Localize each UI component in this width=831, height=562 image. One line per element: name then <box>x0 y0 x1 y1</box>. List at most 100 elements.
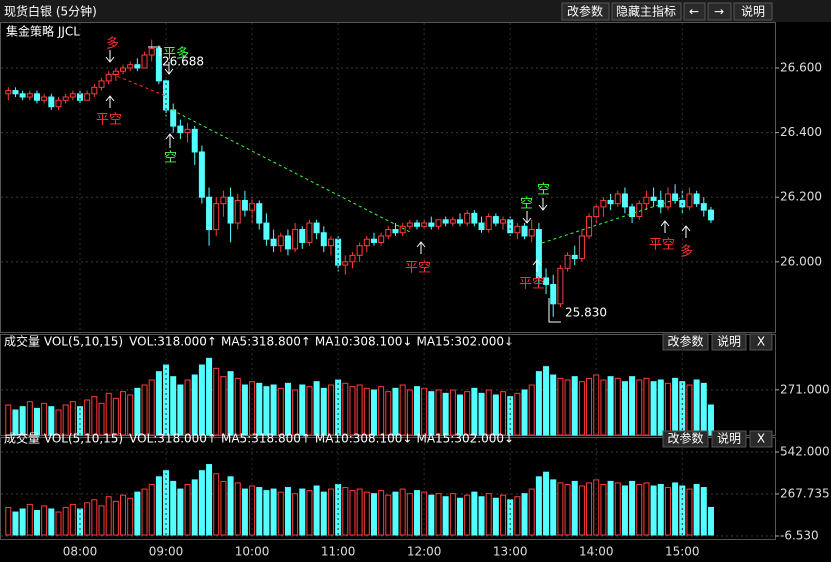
volume-bar <box>707 404 714 436</box>
candle-body <box>349 254 356 263</box>
volume-bar <box>284 382 291 436</box>
button-bg[interactable] <box>707 2 732 21</box>
volume-bar <box>26 401 33 436</box>
volume-bar <box>292 493 299 536</box>
volume-bar <box>55 511 62 536</box>
volume-bar <box>578 381 585 436</box>
button[interactable]: ← <box>689 5 699 19</box>
panel-title: 成交量 VOL(5,10,15) <box>4 334 123 349</box>
y-tick-label: 542.000 <box>780 445 830 459</box>
candle-body <box>435 219 442 227</box>
volume-bar <box>707 506 714 536</box>
volume-bar <box>600 483 607 536</box>
volume-bar <box>220 480 227 536</box>
button-bg[interactable] <box>611 2 682 21</box>
button[interactable]: X <box>757 432 765 446</box>
candle-body <box>5 90 12 95</box>
button-bg[interactable] <box>662 430 709 448</box>
button[interactable]: 改参数 <box>667 431 703 446</box>
volume-bar <box>62 404 69 436</box>
y-tick-label: 26.400 <box>780 125 822 139</box>
volume-bar <box>485 493 492 536</box>
volume-bar <box>550 374 557 436</box>
candle-body <box>378 235 385 243</box>
button[interactable]: X <box>757 335 765 349</box>
candle-body <box>299 229 306 243</box>
x-tick-label: 08:00 <box>63 545 98 559</box>
volume-bar <box>120 391 127 436</box>
button-bg[interactable] <box>711 333 747 351</box>
signal-label: 空 <box>537 183 550 198</box>
volume-bar <box>500 391 507 436</box>
volume-bar <box>327 488 334 536</box>
volume-bar <box>48 508 55 536</box>
volume-bar <box>234 377 241 436</box>
volume-bar <box>120 494 127 536</box>
candle-body <box>607 199 614 205</box>
volume-bar <box>363 491 370 536</box>
x-tick-label: 12:00 <box>407 545 442 559</box>
candle-body <box>650 196 657 201</box>
volume-bar <box>535 371 542 436</box>
candle-body <box>120 67 127 72</box>
volume-bar <box>356 384 363 436</box>
candle-body <box>356 245 363 256</box>
candle-body <box>672 193 679 201</box>
button[interactable]: 说明 <box>717 431 741 446</box>
candle-body <box>320 232 327 247</box>
volume-bar <box>693 379 700 436</box>
arrow <box>165 133 175 148</box>
button[interactable]: 改参数 <box>667 334 703 349</box>
candle-body <box>528 229 535 237</box>
candle-body <box>406 222 413 227</box>
volume-bar <box>385 494 392 536</box>
button-bg[interactable] <box>561 2 610 21</box>
y-tick-label: 271.000 <box>780 382 830 396</box>
volume-bar <box>256 487 263 536</box>
volume-bar <box>198 470 205 536</box>
volume-bar <box>198 364 205 436</box>
button-bg[interactable] <box>733 2 773 21</box>
volume-bar <box>77 508 83 536</box>
toolbar-buttons: 改参数 隐藏主指标 ← → 说明 <box>561 2 773 21</box>
volume-bar <box>33 407 40 436</box>
volume-bar <box>320 387 327 436</box>
volume-bar <box>141 384 148 436</box>
volume-bar <box>170 376 177 436</box>
button-bg[interactable] <box>749 430 773 448</box>
button[interactable]: → <box>714 5 724 19</box>
arrow <box>148 46 161 56</box>
volume-bar <box>184 379 191 436</box>
candle-body <box>492 216 499 224</box>
candle-body <box>227 196 234 224</box>
button-bg[interactable] <box>662 333 709 351</box>
volume-bar <box>435 493 442 536</box>
arrow <box>105 95 115 108</box>
candle-body <box>550 283 557 305</box>
volume-bar <box>650 381 657 436</box>
candle-body <box>313 222 320 234</box>
volume-bar <box>492 497 499 536</box>
legend-entry: MA5:318.800↑ <box>221 432 311 446</box>
volume-bar <box>385 391 392 436</box>
button-bg[interactable] <box>711 430 747 448</box>
candle-body <box>600 199 607 208</box>
candle-body <box>586 216 593 237</box>
button-bg[interactable] <box>749 333 773 351</box>
button[interactable]: 隐藏主指标 <box>616 4 676 19</box>
plot-layer: 26.000 26.200 26.400 26.600 271.000 成交量 VOL(5… <box>1 23 830 559</box>
button[interactable]: 改参数 <box>567 4 603 19</box>
legend-entry: MA10:308.100↓ <box>315 432 413 446</box>
button[interactable]: 说明 <box>741 4 765 19</box>
volume-bar <box>91 396 98 436</box>
volume-bar <box>155 371 162 436</box>
button[interactable]: 说明 <box>717 334 741 349</box>
candle-body <box>48 96 55 108</box>
volume-bar <box>406 389 413 436</box>
volume-bar <box>700 382 707 436</box>
button-bg[interactable] <box>683 2 706 21</box>
volume-bar <box>621 485 628 536</box>
volume-bar <box>270 488 277 536</box>
candle-body <box>370 238 377 243</box>
